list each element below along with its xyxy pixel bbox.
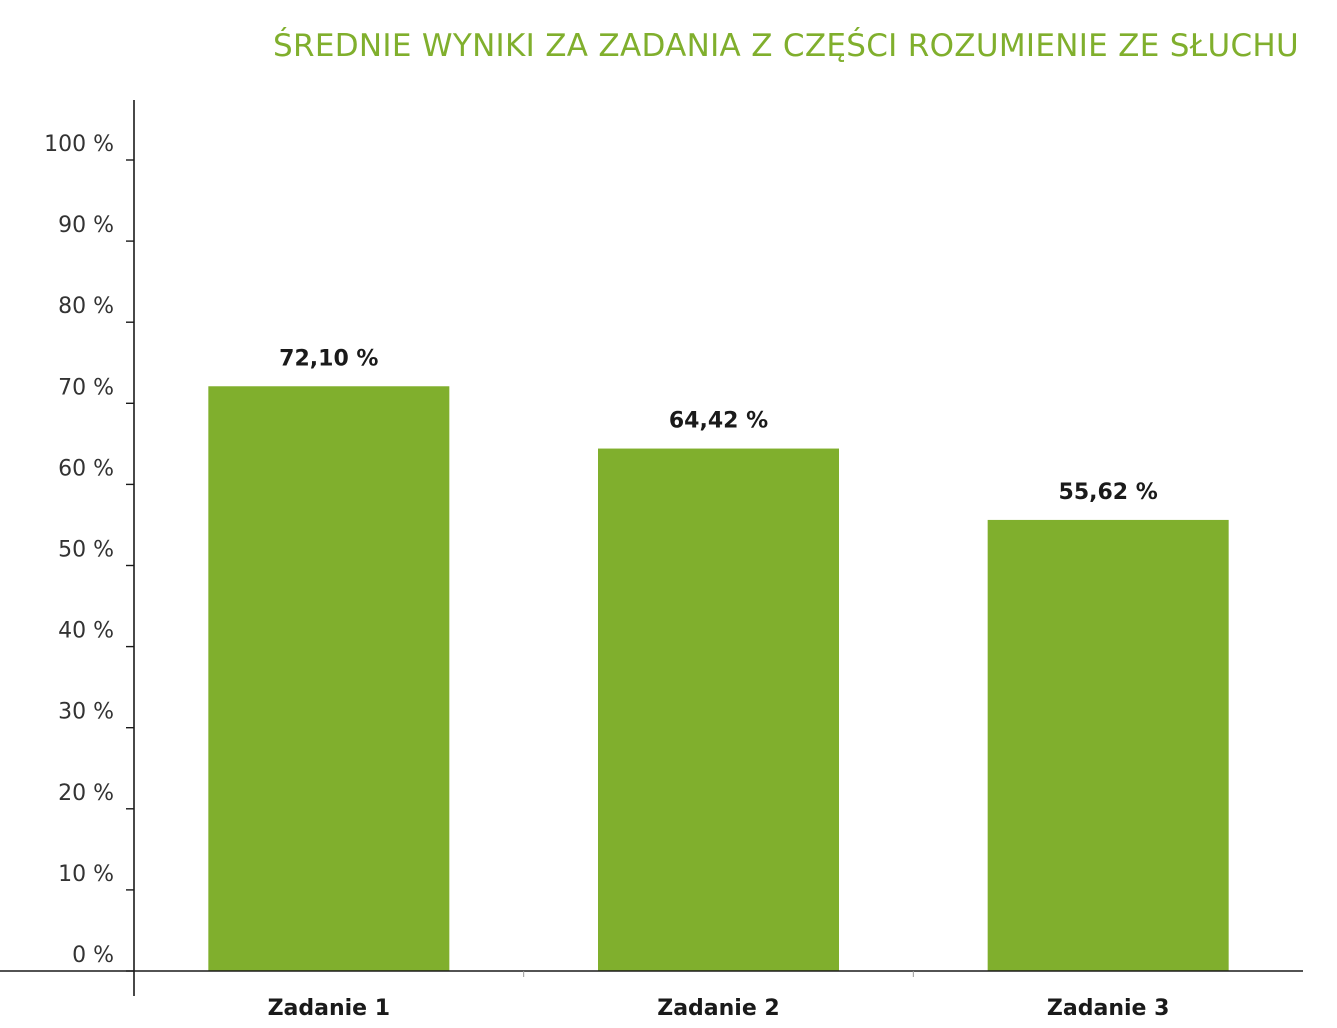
category-label: Zadanie 2: [657, 996, 779, 1021]
value-labels: 72,10 % 64,42 % 55,62 %: [279, 346, 1158, 505]
y-tick-label: 80 %: [58, 294, 114, 319]
bar: [598, 448, 839, 971]
y-tick-label: 100 %: [44, 132, 114, 157]
y-tick-label: 40 %: [58, 619, 114, 644]
y-tick-label: 10 %: [58, 862, 114, 887]
category-label: Zadanie 3: [1047, 996, 1169, 1021]
bars: [208, 386, 1229, 971]
value-label: 72,10 %: [279, 346, 378, 371]
y-tick-label: 70 %: [58, 375, 114, 400]
y-tick-label: 60 %: [58, 456, 114, 481]
category-label: Zadanie 1: [268, 996, 390, 1021]
y-tick-label: 20 %: [58, 781, 114, 806]
value-label: 55,62 %: [1059, 480, 1158, 505]
bar: [208, 386, 450, 971]
value-label: 64,42 %: [669, 409, 768, 434]
y-tick-label: 50 %: [58, 538, 114, 563]
y-axis: 0 % 10 % 20 % 30 % 40 % 50 % 60 % 70 % 80 % 90 % 1…: [44, 100, 135, 996]
bar: [987, 519, 1229, 971]
x-axis: Zadanie 1 Zadanie 2 Zadanie 3: [0, 970, 1303, 1021]
chart-title: ŚREDNIE WYNIKI ZA ZADANIA Z CZĘŚCI ROZUM…: [273, 28, 1299, 64]
y-tick-label: 0 %: [72, 943, 114, 968]
y-tick-label: 90 %: [58, 213, 114, 238]
y-tick-label: 30 %: [58, 700, 114, 725]
